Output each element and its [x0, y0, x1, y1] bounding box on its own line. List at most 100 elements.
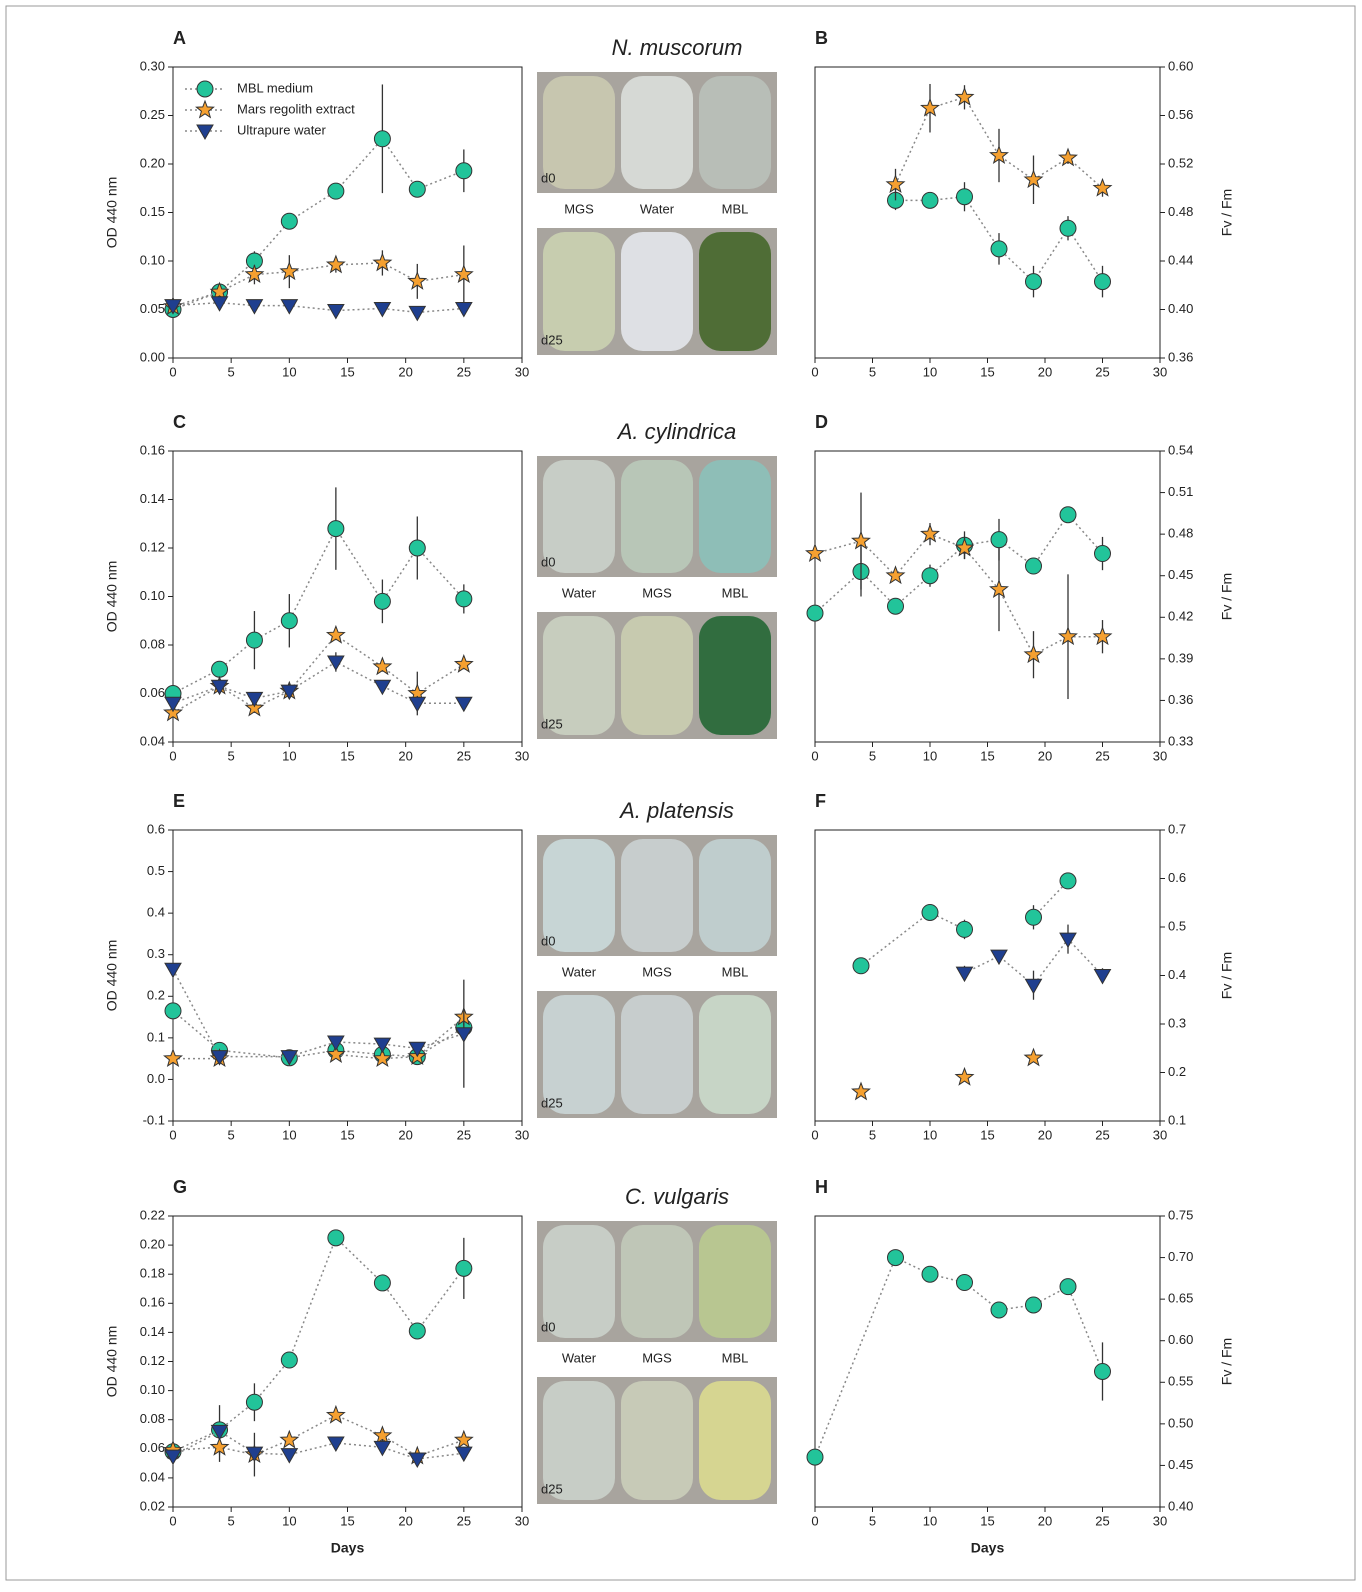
y-tick-label: 0.06: [140, 685, 165, 700]
y-tick-label: 0.10: [140, 1382, 165, 1397]
y-tick-label: 0.25: [140, 107, 165, 122]
flask: [699, 76, 771, 189]
circle-marker: [957, 921, 973, 937]
y-tick-label: 0.42: [1168, 609, 1193, 624]
y-tick-label: 0.20: [140, 155, 165, 170]
triangle-marker: [246, 692, 262, 706]
panel-label: E: [173, 791, 185, 811]
x-tick-label: 0: [169, 1127, 176, 1142]
y-tick-label: 0.04: [140, 1469, 165, 1484]
y-tick-label: 0.45: [1168, 567, 1193, 582]
circle-marker: [456, 1260, 472, 1276]
y-tick-label: 0.0: [147, 1071, 165, 1086]
x-axis-label: Days: [971, 1540, 1005, 1556]
star-marker: [1025, 1049, 1042, 1065]
circle-marker: [409, 181, 425, 197]
y-tick-label: 0.08: [140, 1411, 165, 1426]
x-tick-label: 15: [340, 748, 354, 763]
x-tick-label: 10: [923, 1127, 937, 1142]
x-tick-label: 15: [980, 1127, 994, 1142]
y-tick-label: 0.16: [140, 442, 165, 457]
legend-marker: [197, 81, 213, 97]
x-tick-label: 15: [980, 1513, 994, 1528]
circle-marker: [456, 163, 472, 179]
circle-marker: [281, 213, 297, 229]
legend-label: Mars regolith extract: [237, 101, 355, 116]
x-tick-label: 20: [398, 748, 412, 763]
x-tick-label: 5: [869, 748, 876, 763]
photo-day-label: d0: [541, 1319, 555, 1334]
plot-frame: [815, 451, 1160, 742]
species-title: A. platensis: [618, 798, 734, 823]
circle-marker: [374, 131, 390, 147]
triangle-marker: [328, 656, 344, 670]
x-tick-label: 0: [811, 748, 818, 763]
species-title: N. muscorum: [612, 35, 743, 60]
y-tick-label: 0.44: [1168, 252, 1193, 267]
x-tick-label: 10: [282, 748, 296, 763]
triangle-marker: [1095, 970, 1111, 984]
x-tick-label: 30: [1153, 1513, 1167, 1528]
x-tick-label: 25: [1095, 748, 1109, 763]
circle-marker: [888, 1250, 904, 1266]
y-tick-label: 0.33: [1168, 733, 1193, 748]
y-tick-label: 0.60: [1168, 58, 1193, 73]
flask-label: MBL: [722, 201, 749, 216]
photo-day-label: d0: [541, 933, 555, 948]
y-tick-label: 0.14: [140, 491, 165, 506]
x-tick-label: 30: [515, 1513, 529, 1528]
y-tick-label: 0.48: [1168, 204, 1193, 219]
triangle-marker: [456, 1028, 472, 1042]
species-title: C. vulgaris: [625, 1184, 729, 1209]
flask: [621, 839, 693, 952]
y-tick-label: 0.1: [1168, 1112, 1186, 1127]
panel-label: D: [815, 412, 828, 432]
triangle-marker: [281, 300, 297, 314]
y-tick-label: 0.2: [147, 988, 165, 1003]
y-tick-label: 0.2: [1168, 1064, 1186, 1079]
flask: [621, 1381, 693, 1500]
star-marker: [956, 1068, 973, 1084]
y-tick-label: 0.08: [140, 636, 165, 651]
flask: [621, 232, 693, 351]
y-axis-label: OD 440 nm: [104, 561, 120, 633]
y-tick-label: 0.6: [147, 821, 165, 836]
x-tick-label: 15: [980, 364, 994, 379]
panel-label: A: [173, 28, 186, 48]
photo-day-label: d25: [541, 716, 563, 731]
y-tick-label: 0.02: [140, 1498, 165, 1513]
circle-marker: [807, 1449, 823, 1465]
plot-frame: [173, 1216, 522, 1507]
circle-marker: [957, 189, 973, 205]
x-tick-label: 20: [1038, 364, 1052, 379]
photo-day-label: d25: [541, 332, 563, 347]
flask: [621, 76, 693, 189]
circle-marker: [1095, 1363, 1111, 1379]
circle-marker: [409, 540, 425, 556]
y-tick-label: 0.7: [1168, 821, 1186, 836]
y-tick-label: 0.14: [140, 1324, 165, 1339]
star-marker: [281, 1431, 298, 1447]
circle-marker: [1060, 873, 1076, 889]
triangle-marker: [246, 300, 262, 314]
circle-marker: [328, 1230, 344, 1246]
triangle-marker: [456, 697, 472, 711]
flask-label: MGS: [642, 1350, 672, 1365]
y-tick-label: 0.56: [1168, 107, 1193, 122]
x-tick-label: 25: [457, 748, 471, 763]
y-tick-label: 0.54: [1168, 442, 1193, 457]
flask-label: MGS: [564, 201, 594, 216]
y-tick-label: 0.51: [1168, 484, 1193, 499]
flask-label: MBL: [722, 964, 749, 979]
photo-day-label: d25: [541, 1095, 563, 1110]
x-tick-label: 5: [869, 1127, 876, 1142]
circle-marker: [281, 613, 297, 629]
triangle-marker: [328, 304, 344, 318]
x-tick-label: 30: [1153, 748, 1167, 763]
triangle-marker: [409, 697, 425, 711]
triangle-marker: [957, 967, 973, 981]
star-marker: [327, 626, 344, 642]
y-tick-label: 0.1: [147, 1029, 165, 1044]
flask: [621, 616, 693, 735]
y-tick-label: 0.36: [1168, 349, 1193, 364]
